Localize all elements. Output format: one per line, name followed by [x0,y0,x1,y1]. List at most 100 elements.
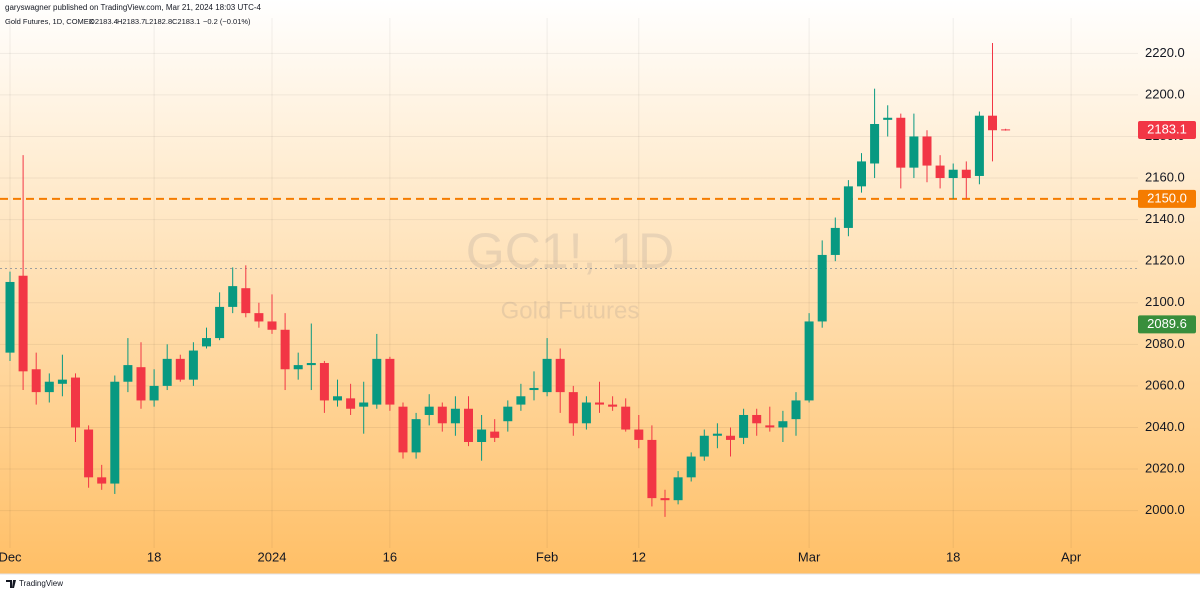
candle-body [621,406,631,430]
candle-body [241,288,251,314]
candle-body [870,124,880,164]
candle-body [529,387,539,391]
candle-body [935,165,945,179]
candle-body [267,321,277,330]
candle-body [857,161,866,187]
candle-body [778,421,788,428]
footer-brand: TradingView [19,579,63,588]
candle-body [411,419,421,453]
candle-body [595,402,604,405]
candle-body [123,365,133,382]
x-tick-label: Feb [536,549,558,564]
candle-body [398,406,408,453]
brand-logo [6,580,16,588]
candle-body [948,169,958,179]
y-tick-label: 2080.0 [1145,336,1185,351]
watermark-name: Gold Futures [501,297,640,324]
candle-body [699,435,709,457]
candle-body [673,477,683,501]
x-tick-label: Apr [1061,549,1082,564]
price-label-box [1138,189,1196,208]
candle-body [84,429,94,478]
candle-body [31,369,41,393]
legend-open: O2183.4 [89,17,118,26]
candle-body [988,115,997,131]
candle-body [424,406,434,415]
candle-body [359,402,369,407]
candle-body [516,396,526,405]
price-label-box [1138,315,1196,334]
candle-body [581,402,591,424]
candle-body [974,115,984,176]
candle-body [830,227,840,255]
candle-body [136,367,146,401]
candle-body [843,186,853,228]
candle-body [804,321,814,401]
candle-body [188,350,198,380]
y-tick-label: 2140.0 [1145,211,1185,226]
candle-body [110,381,120,484]
candle-body [739,414,749,438]
candle-body [280,329,290,370]
footer-bar [0,574,1200,593]
y-tick-label: 2200.0 [1145,86,1185,101]
candle-body [503,406,513,422]
candle-body [712,433,722,436]
candle-body [490,431,500,438]
candle-body [883,117,893,120]
y-tick-label: 2020.0 [1145,460,1185,475]
candle-body [71,377,80,428]
candle-body [346,398,356,409]
candle-body [477,429,487,442]
candle-body [57,379,67,384]
candle-body [961,169,971,179]
candle-body [215,306,225,339]
candle-body [175,358,185,380]
y-tick-label: 2220.0 [1145,45,1185,60]
price-label-box [1138,121,1196,140]
candle-body [333,396,342,401]
x-tick-label: 16 [383,549,397,564]
candle-body [686,456,696,478]
candle-body [909,136,919,168]
legend-low: L2182.8 [145,17,172,26]
x-tick-label: 2024 [258,549,287,564]
candle-body [254,313,264,322]
legend-symbol: Gold Futures, 1D, COMEX [5,17,94,26]
candle-body [162,358,172,386]
legend-high: H2183.7 [117,17,145,26]
candle-body [922,136,932,166]
candle-body [228,286,238,307]
watermark-ticker: GC1!, 1D [466,223,674,279]
candle-body [44,381,54,393]
candle-body [97,477,107,484]
legend-close: C2183.1 [172,17,200,26]
x-tick-label: Dec [0,549,22,564]
price-label: 2089.6 [1147,316,1187,331]
candle-body [647,439,657,499]
candle-body [752,414,762,424]
candle-body [385,358,395,405]
x-tick-label: 18 [946,549,960,564]
candle-body [450,408,460,424]
candle-body [896,117,906,168]
x-tick-label: Mar [798,549,821,564]
price-label: 2150.0 [1147,190,1187,205]
y-tick-label: 2100.0 [1145,294,1185,309]
x-tick-label: 18 [147,549,161,564]
y-tick-label: 2040.0 [1145,419,1185,434]
candle-body [306,363,316,366]
candle-body [1001,129,1011,131]
y-tick-label: 2120.0 [1145,253,1185,268]
candle-body [555,358,565,393]
y-tick-label: 2000.0 [1145,502,1185,517]
candle-body [293,365,303,370]
candle-body [660,498,670,501]
chart-background [0,0,1200,574]
candle-body [18,275,28,372]
candle-body [634,429,644,440]
x-tick-label: 12 [632,549,646,564]
candle-body [765,425,775,428]
candle-body [608,404,618,407]
